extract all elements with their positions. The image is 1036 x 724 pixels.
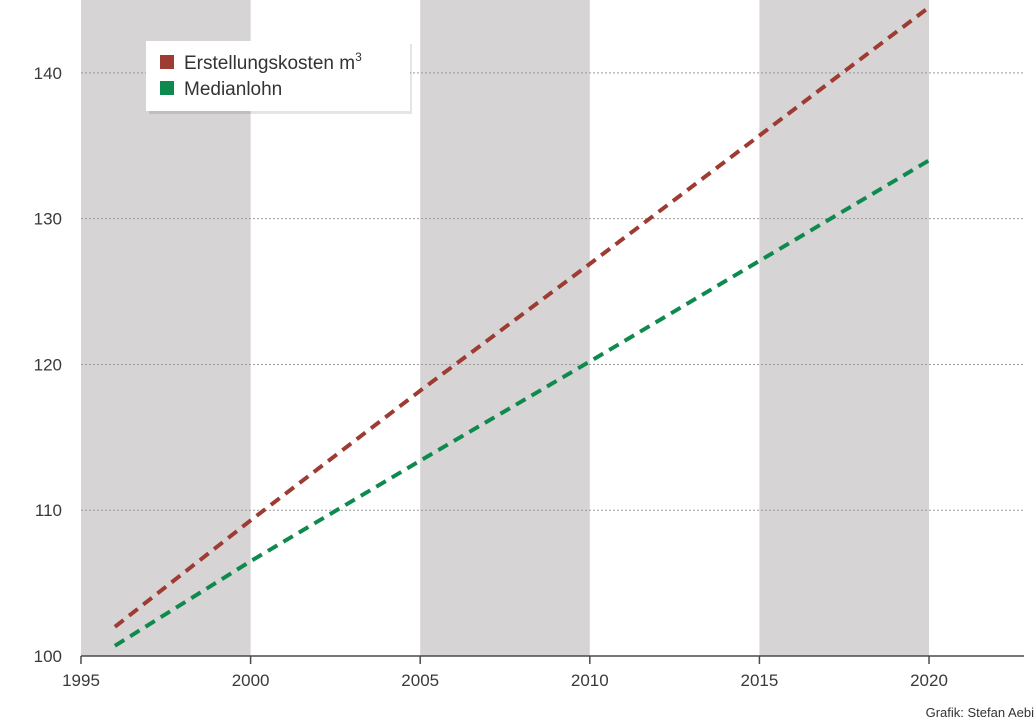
legend: Erstellungskosten m3 Medianlohn [146, 41, 412, 114]
x-tick-label-2015: 2015 [741, 671, 779, 690]
legend-box [146, 41, 410, 111]
series-line-0 [113, 5, 931, 629]
y-tick-label-140: 140 [34, 64, 62, 83]
y-tick-label-110: 110 [35, 501, 62, 520]
legend-swatch-1 [160, 81, 174, 95]
x-tick-label-2010: 2010 [571, 671, 609, 690]
x-tick-label-2020: 2020 [910, 671, 948, 690]
x-tick-label-1995: 1995 [62, 671, 100, 690]
legend-superscript-0: 3 [355, 50, 362, 64]
x-tick-label-2000: 2000 [232, 671, 270, 690]
shaded-band-2 [759, 0, 930, 656]
series-line-1 [113, 158, 931, 648]
legend-swatch-0 [160, 55, 174, 69]
y-tick-labels: 100 110 120 130 140 [34, 64, 62, 666]
x-tick-label-2005: 2005 [401, 671, 439, 690]
x-tick-labels: 1995 2000 2005 2010 2015 2020 [62, 656, 948, 690]
y-tick-label-120: 120 [34, 355, 62, 374]
legend-label-0: Erstellungskosten m3 [184, 50, 362, 74]
y-tick-label-100: 100 [34, 647, 62, 666]
series-lines [113, 5, 931, 648]
legend-label-1: Medianlohn [184, 79, 282, 100]
credit-text: Grafik: Stefan Aebi [925, 705, 1034, 720]
y-tick-label-130: 130 [34, 210, 62, 229]
